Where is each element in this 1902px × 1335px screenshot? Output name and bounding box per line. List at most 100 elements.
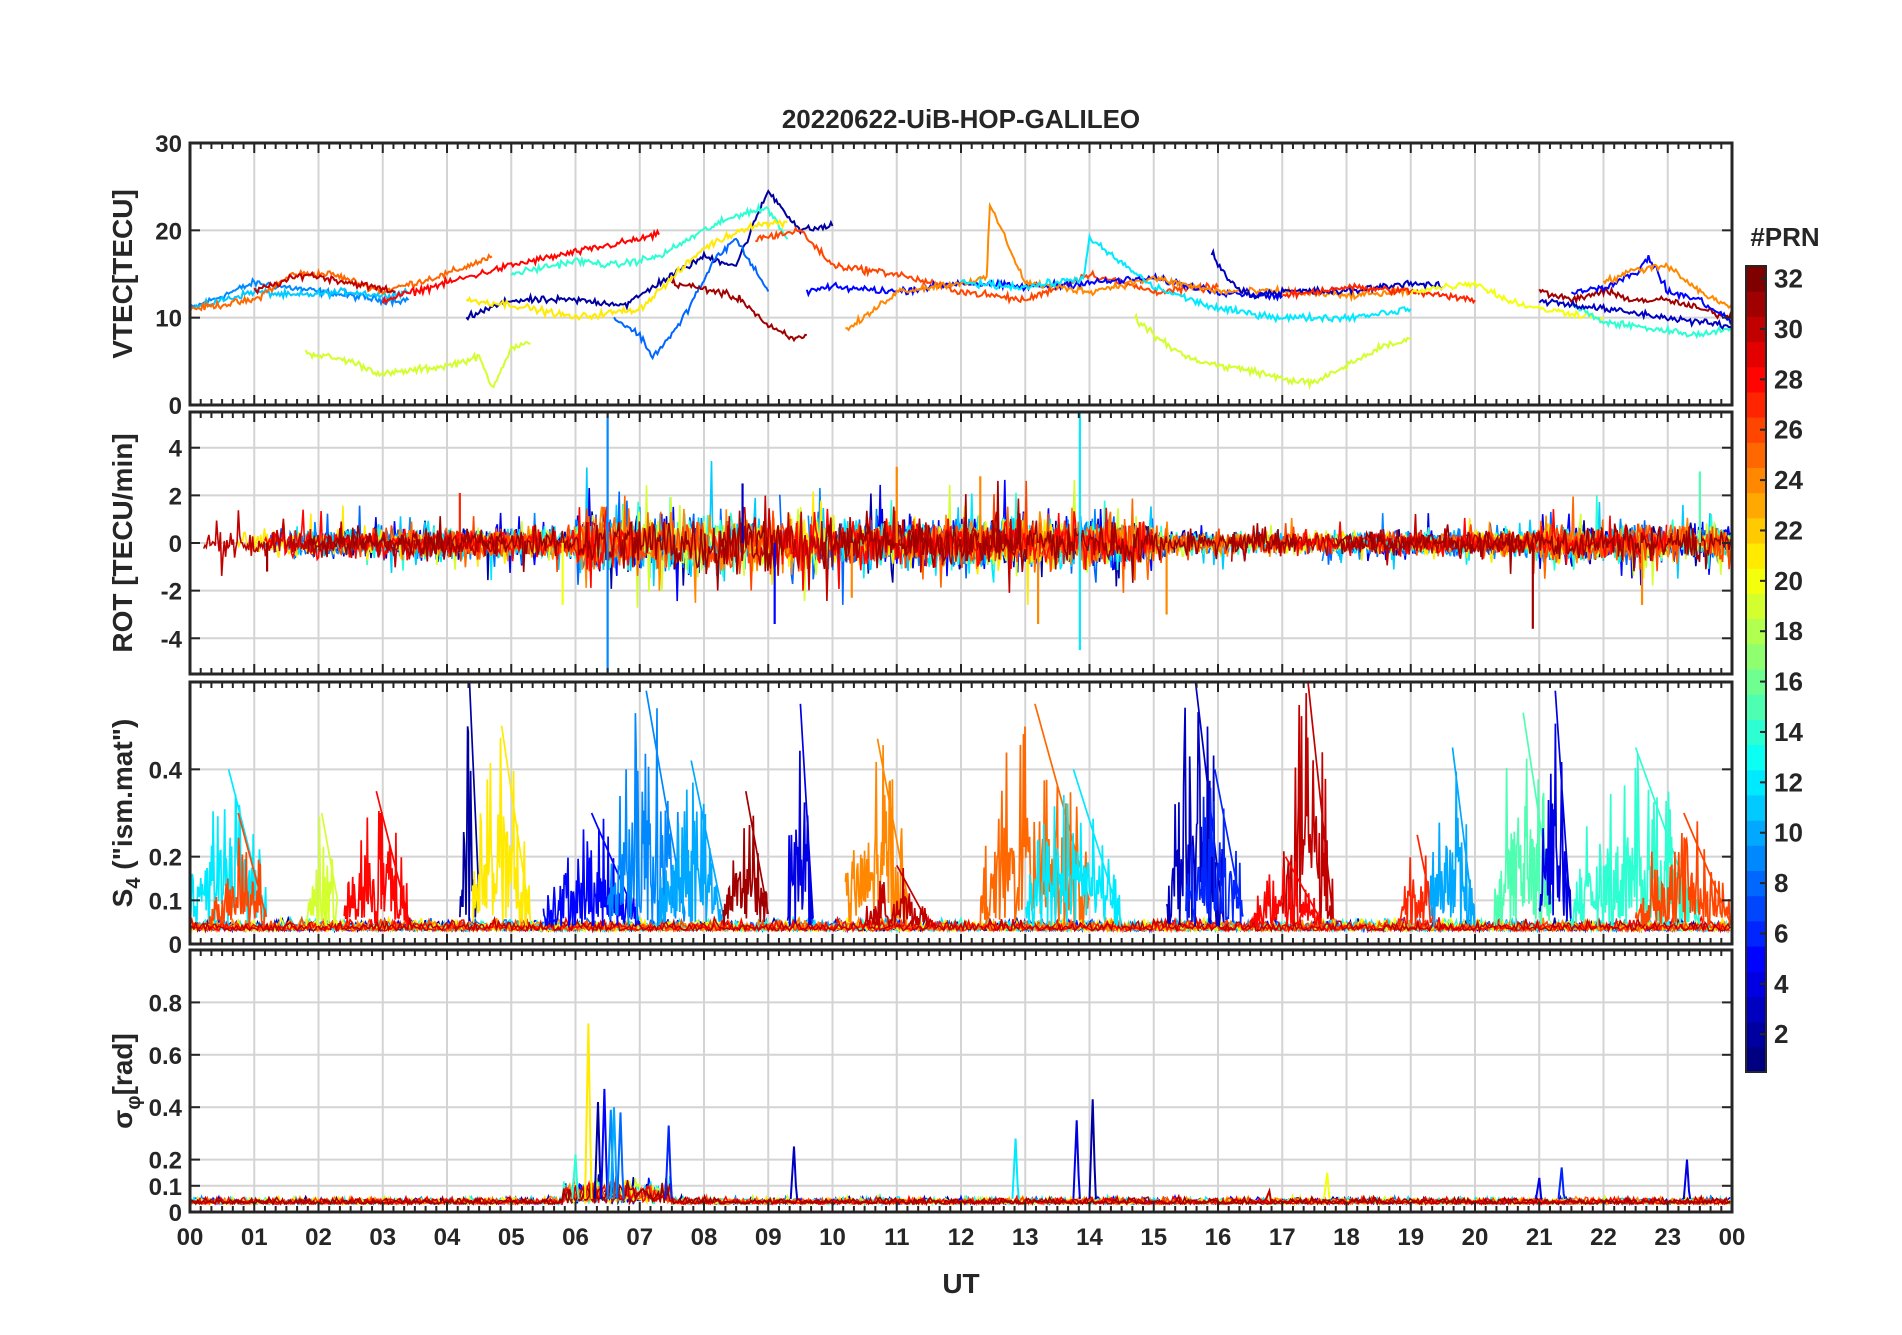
colorbar-level xyxy=(1746,920,1766,947)
sigma-spike-prn-6 xyxy=(664,1125,673,1199)
sigma-spike-prn-30 xyxy=(1265,1187,1274,1204)
y-tick-label: -2 xyxy=(161,579,182,606)
x-tick-label: 00 xyxy=(1719,1224,1746,1251)
colorbar-level xyxy=(1746,341,1766,368)
y-tick-label: 0.4 xyxy=(149,757,183,784)
colorbar-level xyxy=(1746,316,1766,343)
y-axis-label: ROT [TECU/min] xyxy=(107,433,138,652)
sigma-spike-prn-3 xyxy=(789,1146,799,1199)
panel-1: 0 10 20 30 VTEC[TECU] xyxy=(107,131,1734,420)
axes-frame xyxy=(188,410,1734,676)
vtec-series-prn-25 xyxy=(190,253,493,312)
y-tick-label: 0.2 xyxy=(149,1148,182,1175)
s4-burst-prn-5 xyxy=(542,812,641,929)
vtec-series-prn-8 xyxy=(613,237,770,361)
y-tick-label: 4 xyxy=(169,436,183,463)
y-axis-label: S4 ("ism.mat") xyxy=(107,719,145,908)
sigma-spike-prn-10 xyxy=(609,1107,619,1199)
y-tick-label: 2 xyxy=(169,483,182,510)
colorbar-tick-label: 6 xyxy=(1774,918,1788,948)
colorbar-tick-label: 32 xyxy=(1774,264,1803,294)
x-tick-label: 20 xyxy=(1462,1224,1489,1251)
x-tick-label: 10 xyxy=(819,1224,846,1251)
vtec-series-prn-19 xyxy=(1133,312,1412,391)
colorbar-level xyxy=(1746,946,1766,972)
axes-frame xyxy=(188,680,1734,946)
y-tick-label: 0.1 xyxy=(149,888,182,915)
x-tick-label: 14 xyxy=(1076,1224,1103,1251)
x-tick-label: 21 xyxy=(1526,1224,1553,1251)
y-tick-label: 0.8 xyxy=(149,990,182,1017)
vtec-series-prn-24 xyxy=(1602,261,1732,310)
colorbar-level xyxy=(1746,794,1766,821)
colorbar-level xyxy=(1746,1046,1766,1073)
panel-2: -4 -2 0 2 4 ROT [TECU/min] xyxy=(107,410,1734,676)
x-tick-label: 02 xyxy=(305,1224,332,1251)
panel-3: 0 0.1 0.2 0.4S4 ("ism.mat") xyxy=(107,680,1734,959)
y-tick-label: 0.2 xyxy=(149,845,182,872)
sigma-spike-prn-4 xyxy=(1072,1120,1081,1199)
y-tick-label: 0.1 xyxy=(149,1174,182,1201)
vtec-series-prn-20 xyxy=(1409,279,1604,322)
colorbar-level xyxy=(1746,744,1766,771)
y-tick-label: -4 xyxy=(161,626,183,653)
colorbar-level xyxy=(1746,820,1766,846)
sigma-spike-prn-20 xyxy=(1323,1172,1332,1200)
s4-burst-prn-4 xyxy=(786,703,814,927)
vtec-series-prn-5 xyxy=(1570,255,1732,325)
colorbar-level xyxy=(1746,467,1766,494)
vtec-series-prn-11 xyxy=(190,286,409,313)
colorbar-level xyxy=(1746,442,1766,468)
colorbar-level xyxy=(1746,1021,1766,1048)
s4-burst-prn-26 xyxy=(1634,812,1732,927)
colorbar-tick-label: 16 xyxy=(1774,667,1803,697)
vtec-series-prn-26 xyxy=(755,225,1219,305)
colorbar-level xyxy=(1746,417,1766,443)
colorbar-level xyxy=(1746,543,1766,569)
sigma-series-prn-31 xyxy=(190,1178,1731,1206)
s4-burst-prn-31 xyxy=(722,791,770,926)
s4-burst-prn-30 xyxy=(1281,682,1334,927)
rot-series-group xyxy=(202,412,1732,674)
vtec-series-prn-31 xyxy=(670,277,807,343)
vtec-series-prn-2 xyxy=(465,189,834,321)
s4-burst-prn-27 xyxy=(1397,834,1437,927)
colorbar-level xyxy=(1746,643,1766,670)
sigma-spike-prn-14 xyxy=(571,1154,580,1200)
x-tick-label: 12 xyxy=(948,1224,975,1251)
x-tick-label: 22 xyxy=(1590,1224,1617,1251)
y-tick-label: 0 xyxy=(169,1200,182,1227)
sigma-spike-prn-4 xyxy=(1682,1159,1692,1200)
x-tick-label: 23 xyxy=(1654,1224,1681,1251)
x-tick-label: 04 xyxy=(434,1224,461,1251)
vtec-series-prn-3 xyxy=(1538,298,1732,330)
x-tick-label: 09 xyxy=(755,1224,782,1251)
x-tick-label: 17 xyxy=(1269,1224,1296,1251)
axes-frame xyxy=(188,948,1734,1214)
colorbar-tick-label: 24 xyxy=(1774,465,1803,495)
colorbar-level xyxy=(1746,769,1766,796)
sigma-spike-prn-12 xyxy=(1011,1138,1020,1199)
s4-burst-prn-9 xyxy=(606,690,686,927)
y-tick-label: 0.6 xyxy=(149,1043,182,1070)
colorbar-tick-label: 22 xyxy=(1774,515,1803,545)
sigma-spike-prn-2 xyxy=(1088,1099,1097,1199)
vtec-series-prn-12 xyxy=(960,232,1412,324)
vtec-series-prn-14 xyxy=(510,202,789,276)
colorbar-tick-label: 8 xyxy=(1774,868,1788,898)
x-tick-label: 19 xyxy=(1397,1224,1424,1251)
x-tick-label: 13 xyxy=(1012,1224,1039,1251)
x-tick-label: 18 xyxy=(1333,1224,1360,1251)
rot-series-prn-31 xyxy=(307,510,783,591)
colorbar-level xyxy=(1746,669,1766,695)
x-tick-label: 16 xyxy=(1205,1224,1232,1251)
colorbar-tick-label: 20 xyxy=(1774,566,1803,596)
colorbar-level xyxy=(1746,266,1766,292)
chart-title: 20220622-UiB-HOP-GALILEO xyxy=(782,104,1140,134)
y-tick-label: 10 xyxy=(155,306,182,333)
y-tick-label: 30 xyxy=(155,131,182,158)
axes-frame xyxy=(188,141,1734,407)
vtec-series-group xyxy=(190,189,1732,391)
